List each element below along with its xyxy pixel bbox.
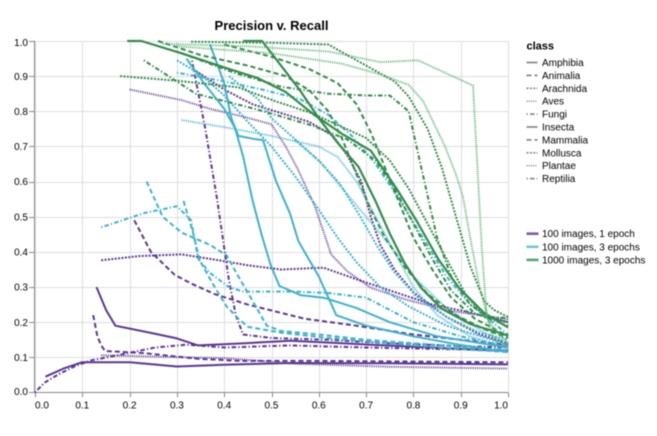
- svg-text:100 images, 1 epoch: 100 images, 1 epoch: [542, 229, 635, 240]
- svg-text:Plantae: Plantae: [542, 161, 576, 172]
- svg-text:Insecta: Insecta: [542, 123, 575, 134]
- svg-text:Mammalia: Mammalia: [542, 135, 589, 146]
- svg-text:0.2: 0.2: [123, 400, 137, 411]
- svg-text:1000 images, 3 epochs: 1000 images, 3 epochs: [542, 255, 645, 266]
- svg-text:0.0: 0.0: [14, 387, 28, 398]
- svg-text:0.3: 0.3: [170, 400, 184, 411]
- svg-text:0.3: 0.3: [14, 283, 28, 294]
- svg-text:0.9: 0.9: [454, 400, 468, 411]
- svg-text:Fungi: Fungi: [542, 110, 567, 121]
- svg-text:0.5: 0.5: [265, 400, 279, 411]
- svg-text:1.0: 1.0: [494, 400, 508, 411]
- svg-text:0.7: 0.7: [359, 400, 373, 411]
- svg-text:Amphibia: Amphibia: [542, 58, 584, 69]
- svg-text:0.2: 0.2: [14, 318, 28, 329]
- svg-text:0.8: 0.8: [14, 107, 28, 118]
- svg-text:0.8: 0.8: [406, 400, 420, 411]
- svg-text:0.1: 0.1: [14, 353, 28, 364]
- svg-text:0.1: 0.1: [75, 400, 89, 411]
- svg-text:0.4: 0.4: [14, 248, 28, 259]
- svg-text:Reptilia: Reptilia: [542, 174, 576, 185]
- svg-text:Aves: Aves: [542, 97, 564, 108]
- svg-text:0.4: 0.4: [217, 400, 231, 411]
- svg-text:0.6: 0.6: [14, 177, 28, 188]
- svg-text:1.0: 1.0: [14, 38, 28, 49]
- svg-text:Precision v. Recall: Precision v. Recall: [215, 18, 329, 33]
- svg-text:0.5: 0.5: [14, 212, 28, 223]
- svg-text:Animalia: Animalia: [542, 71, 581, 82]
- svg-text:0.7: 0.7: [14, 142, 28, 153]
- svg-text:0.6: 0.6: [312, 400, 326, 411]
- svg-text:100 images, 3 epochs: 100 images, 3 epochs: [542, 242, 640, 253]
- svg-text:class: class: [527, 41, 555, 53]
- svg-text:Mollusca: Mollusca: [542, 148, 582, 159]
- svg-text:Arachnida: Arachnida: [542, 84, 587, 95]
- svg-text:0.9: 0.9: [14, 72, 28, 83]
- svg-text:0.0: 0.0: [35, 400, 49, 411]
